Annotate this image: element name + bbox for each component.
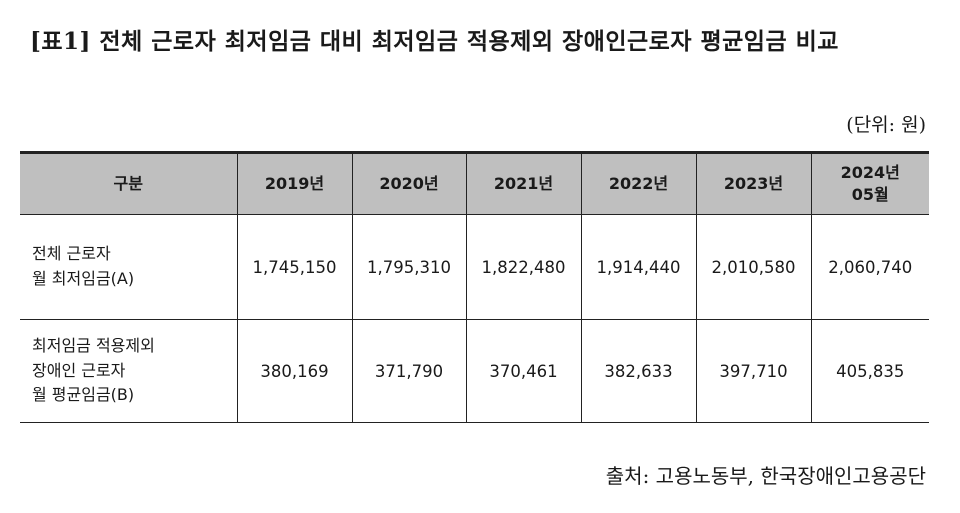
table-cell-value: 2,060,740	[810, 214, 929, 320]
row-label: 전체 근로자 월 최저임금(A)	[20, 214, 238, 320]
unit-note: (단위: 원)	[846, 114, 926, 136]
table-cell-value: 371,790	[351, 319, 467, 423]
header-year: 2019년	[236, 151, 353, 215]
header-year: 2020년	[351, 151, 467, 215]
header-category: 구분	[20, 151, 238, 215]
header-year: 2021년	[465, 151, 582, 215]
header-year: 2022년	[580, 151, 697, 215]
row-label-line: 월 평균임금(B)	[32, 385, 135, 405]
row-label-line: 전체 근로자	[32, 244, 111, 264]
row-label-line: 장애인 근로자	[32, 360, 126, 380]
page-title: [표1] 전체 근로자 최저임금 대비 최저임금 적용제외 장애인근로자 평균임…	[30, 28, 839, 55]
header-year-line: 2024년	[840, 163, 900, 183]
source-note: 출처: 고용노동부, 한국장애인고용공단	[605, 464, 926, 488]
row-label-line: 최저임금 적용제외	[32, 335, 155, 355]
table-cell-value: 1,745,150	[236, 214, 353, 320]
table-cell-value: 382,633	[580, 319, 697, 423]
table-cell-value: 1,914,440	[580, 214, 697, 320]
header-year-line: 2023년	[723, 174, 784, 194]
table-header-row: 구분 2019년 2020년 2021년 2022년 2023년 2024년 0…	[20, 151, 929, 215]
table-cell-value: 405,835	[810, 319, 929, 423]
header-year-line: 05월	[851, 185, 889, 204]
table-row-disabled-worker-wage: 최저임금 적용제외 장애인 근로자 월 평균임금(B) 380,169 371,…	[20, 319, 929, 423]
table-cell-value: 1,822,480	[465, 214, 582, 320]
wage-comparison-table: 구분 2019년 2020년 2021년 2022년 2023년 2024년 0…	[20, 151, 929, 423]
row-label-line: 월 최저임금(A)	[32, 269, 135, 288]
table-cell-value: 370,461	[465, 319, 582, 423]
table-cell-value: 1,795,310	[351, 214, 467, 320]
table-cell-value: 397,710	[695, 319, 812, 423]
header-year-line: 2021년	[493, 174, 554, 194]
header-year: 2023년	[695, 151, 812, 215]
header-year-line: 2019년	[264, 174, 325, 194]
header-year-line: 2020년	[379, 174, 439, 194]
table-row-minimum-wage: 전체 근로자 월 최저임금(A) 1,745,150 1,795,310 1,8…	[20, 214, 929, 320]
header-year-line: 2022년	[608, 174, 669, 194]
row-label: 최저임금 적용제외 장애인 근로자 월 평균임금(B)	[20, 319, 238, 423]
table-cell-value: 380,169	[236, 319, 353, 423]
table-cell-value: 2,010,580	[695, 214, 812, 320]
header-year: 2024년 05월	[810, 151, 929, 215]
